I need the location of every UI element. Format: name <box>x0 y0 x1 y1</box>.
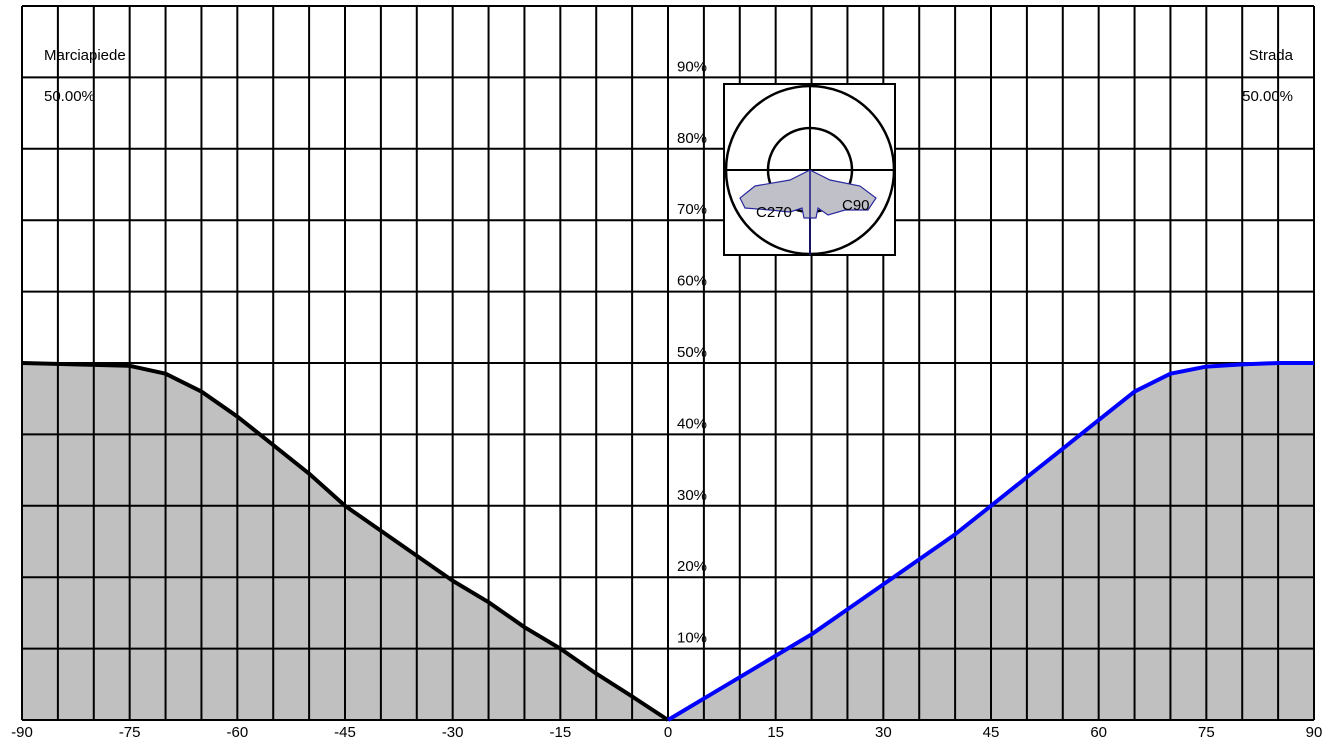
x-tick-label: 90 <box>1306 724 1323 741</box>
y-tick-label: 70% <box>677 201 707 218</box>
value-label: 50.00% <box>44 88 95 105</box>
curve <box>21 361 670 722</box>
photometric-inset: C270 C90 <box>723 83 896 256</box>
y-tick-label: 30% <box>677 487 707 504</box>
y-tick-label: 10% <box>677 630 707 647</box>
legend-label: Marciapiede <box>44 47 126 64</box>
y-tick-label: 90% <box>677 58 707 75</box>
x-tick-label: 45 <box>983 724 1000 741</box>
y-tick-label: 20% <box>677 558 707 575</box>
x-tick-label: 60 <box>1090 724 1107 741</box>
y-tick-label: 80% <box>677 130 707 147</box>
x-tick-label: -60 <box>226 724 248 741</box>
inset-label: C270 <box>756 204 792 221</box>
y-tick-label: 40% <box>677 415 707 432</box>
x-tick-label: -45 <box>334 724 356 741</box>
x-tick-label: -15 <box>549 724 571 741</box>
x-tick-label: -90 <box>11 724 33 741</box>
value-label: 50.00% <box>1242 88 1293 105</box>
x-tick-label: 30 <box>875 724 892 741</box>
y-tick-label: 50% <box>677 344 707 361</box>
x-tick-label: -30 <box>442 724 464 741</box>
curve <box>666 361 1314 722</box>
x-tick-label: 0 <box>664 724 672 741</box>
x-tick-label: -75 <box>119 724 141 741</box>
y-tick-label: 60% <box>677 273 707 290</box>
legend-label: Strada <box>1249 47 1294 64</box>
x-tick-label: 15 <box>767 724 784 741</box>
inset-label: C90 <box>842 197 870 214</box>
x-tick-label: 75 <box>1198 724 1215 741</box>
